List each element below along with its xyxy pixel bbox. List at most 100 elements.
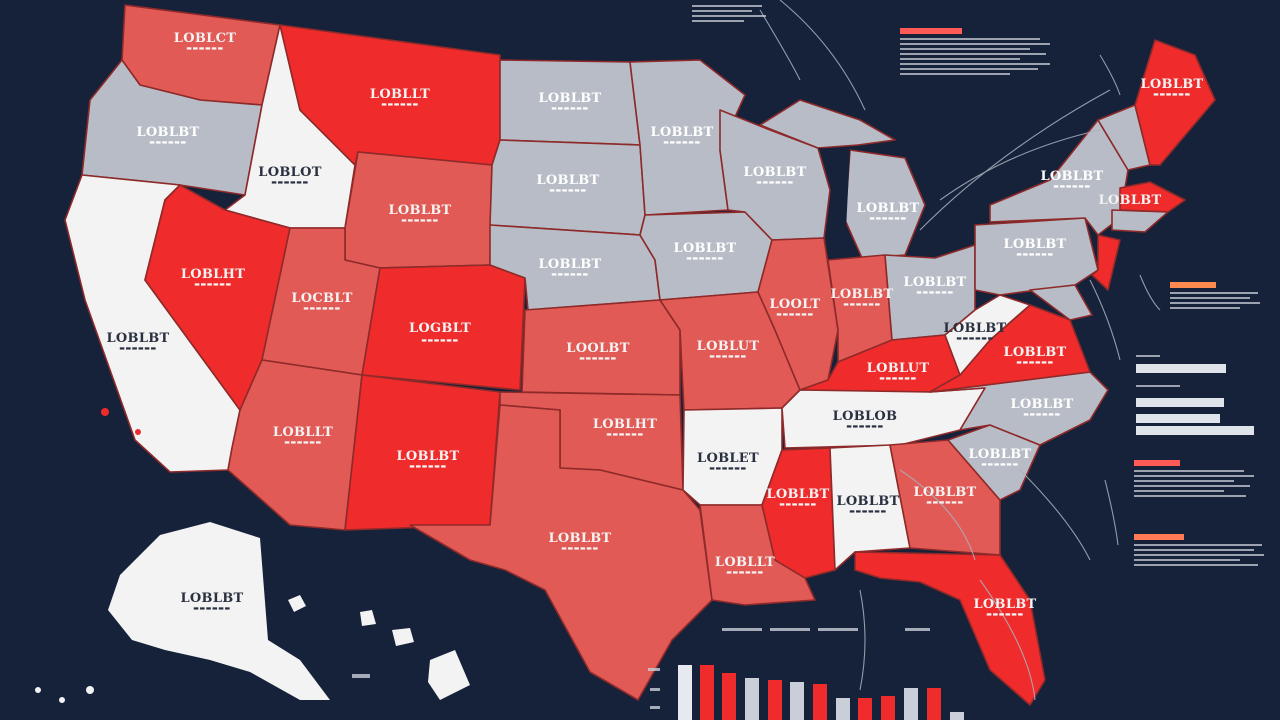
svg-text:LOBLBT: LOBLBT [1003,345,1066,360]
svg-text:▬▬▬▬▬▬: ▬▬▬▬▬▬ [149,139,187,146]
svg-text:▬▬▬▬▬▬: ▬▬▬▬▬▬ [551,105,589,112]
svg-text:LOBLET: LOBLET [697,451,759,466]
state-south-carolina[interactable] [947,424,1041,501]
svg-text:▬▬▬▬▬▬: ▬▬▬▬▬▬ [849,508,887,515]
svg-text:LOGBLT: LOGBLT [409,321,471,336]
svg-text:▬▬▬▬▬▬: ▬▬▬▬▬▬ [846,423,884,430]
svg-text:▬▬▬▬▬▬: ▬▬▬▬▬▬ [1016,359,1054,366]
state-florida[interactable] [854,551,1046,706]
svg-text:LOBLBT: LOBLBT [830,287,893,302]
states-layer [35,4,1216,706]
svg-text:LOBLOB: LOBLOB [833,409,898,424]
state-colorado[interactable] [361,264,526,391]
svg-text:LOBLBT: LOBLBT [1098,193,1161,208]
svg-text:LOBLBT: LOBLBT [1040,169,1103,184]
chart-bar [881,696,895,720]
svg-text:▬▬▬▬▬▬: ▬▬▬▬▬▬ [779,501,817,508]
svg-text:LOBLBT: LOBLBT [1010,397,1073,412]
svg-text:LOBLBT: LOBLBT [836,494,899,509]
svg-text:▬▬▬▬▬▬: ▬▬▬▬▬▬ [381,101,419,108]
svg-text:▬▬▬▬▬▬: ▬▬▬▬▬▬ [421,337,459,344]
svg-text:▬▬▬▬▬▬: ▬▬▬▬▬▬ [579,355,617,362]
svg-text:▬▬▬▬▬▬: ▬▬▬▬▬▬ [401,217,439,224]
svg-text:LOBLUT: LOBLUT [867,361,930,376]
svg-text:▬▬▬▬▬▬: ▬▬▬▬▬▬ [284,439,322,446]
chart-bar [858,698,872,720]
svg-text:▬▬▬▬▬▬: ▬▬▬▬▬▬ [119,345,157,352]
svg-text:LOBLLT: LOBLLT [715,555,775,570]
svg-text:▬▬▬▬▬▬: ▬▬▬▬▬▬ [709,353,747,360]
progress-bar [1136,364,1226,373]
svg-text:▬▬▬▬▬▬: ▬▬▬▬▬▬ [663,139,701,146]
svg-text:LOBLBT: LOBLBT [766,487,829,502]
chart-bar [790,682,804,720]
state-massachusetts[interactable] [1119,181,1186,213]
state-new-jersey[interactable] [1091,234,1121,291]
chart-bar [813,684,827,720]
svg-text:LOBLBT: LOBLBT [1140,77,1203,92]
progress-bar [1136,426,1254,435]
svg-text:LOOLBT: LOOLBT [566,341,629,356]
svg-text:▬▬▬▬▬▬: ▬▬▬▬▬▬ [194,281,232,288]
chart-bar [722,673,736,720]
svg-text:▬▬▬▬▬▬: ▬▬▬▬▬▬ [726,569,764,576]
state-connecticut-ri[interactable] [1111,209,1169,233]
svg-text:▬▬▬▬▬▬: ▬▬▬▬▬▬ [956,335,994,342]
state-kansas[interactable] [521,299,681,396]
state-maryland[interactable] [1029,284,1093,321]
state-north-carolina[interactable] [929,371,1109,446]
svg-text:▬▬▬▬▬▬: ▬▬▬▬▬▬ [709,465,747,472]
svg-text:LOBLBT: LOBLBT [396,449,459,464]
svg-text:▬▬▬▬▬▬: ▬▬▬▬▬▬ [986,611,1024,618]
state-alaska[interactable] [108,522,330,700]
svg-text:LOOLT: LOOLT [769,297,820,312]
svg-text:LOBLHT: LOBLHT [593,417,657,432]
state-maine[interactable] [1134,39,1216,166]
hawaii-island[interactable] [392,628,414,646]
chart-bar [745,678,759,720]
info-panel-4 [1134,534,1264,569]
svg-text:▬▬▬▬▬▬: ▬▬▬▬▬▬ [926,499,964,506]
svg-text:▬▬▬▬▬▬: ▬▬▬▬▬▬ [271,179,309,186]
top-text-block [692,2,772,25]
svg-text:▬▬▬▬▬▬: ▬▬▬▬▬▬ [1053,183,1091,190]
svg-text:LOBLBT: LOBLBT [136,125,199,140]
svg-text:▬▬▬▬▬▬: ▬▬▬▬▬▬ [869,215,907,222]
svg-text:▬▬▬▬▬▬: ▬▬▬▬▬▬ [186,45,224,52]
callout-lines [759,0,1161,701]
svg-text:LOBLBT: LOBLBT [973,597,1036,612]
svg-text:LOBLBT: LOBLBT [1003,237,1066,252]
svg-text:LOBLBT: LOBLBT [106,331,169,346]
hawaii-island[interactable] [428,650,470,700]
svg-text:LOBLLT: LOBLLT [370,87,430,102]
chart-bar [904,688,918,720]
mini-bar-chart [352,628,964,720]
great-lakes [818,148,850,250]
svg-text:▬▬▬▬▬▬: ▬▬▬▬▬▬ [843,301,881,308]
svg-text:LOBLBT: LOBLBT [743,165,806,180]
state-west-virginia[interactable] [944,294,1031,376]
svg-text:LOBLBT: LOBLBT [673,241,736,256]
svg-text:▬▬▬▬▬▬: ▬▬▬▬▬▬ [1153,91,1191,98]
hawaii-island[interactable] [288,595,306,612]
svg-text:LOCBLT: LOCBLT [291,291,352,306]
hawaii-island[interactable] [360,610,376,626]
svg-text:LOBLBT: LOBLBT [536,173,599,188]
state-alabama[interactable] [829,444,911,571]
svg-text:LOBLBT: LOBLBT [538,91,601,106]
chart-bar [768,680,782,720]
state-labels: LOBLCT▬▬▬▬▬▬ LOBLLT▬▬▬▬▬▬ LOBLHT▬▬▬▬▬▬ L… [106,31,1203,618]
svg-text:▬▬▬▬▬▬: ▬▬▬▬▬▬ [776,311,814,318]
svg-text:LOBLBT: LOBLBT [913,485,976,500]
svg-text:▬▬▬▬▬▬: ▬▬▬▬▬▬ [916,289,954,296]
chart-bar [950,712,964,720]
chart-bar [678,665,692,720]
svg-text:▬▬▬▬▬▬: ▬▬▬▬▬▬ [561,545,599,552]
svg-text:LOBLOT: LOBLOT [258,165,321,180]
coast-island [135,429,141,435]
coast-island [101,408,109,416]
info-panel-3 [1134,460,1254,500]
svg-text:▬▬▬▬▬▬: ▬▬▬▬▬▬ [756,179,794,186]
svg-text:LOBLBT: LOBLBT [650,125,713,140]
